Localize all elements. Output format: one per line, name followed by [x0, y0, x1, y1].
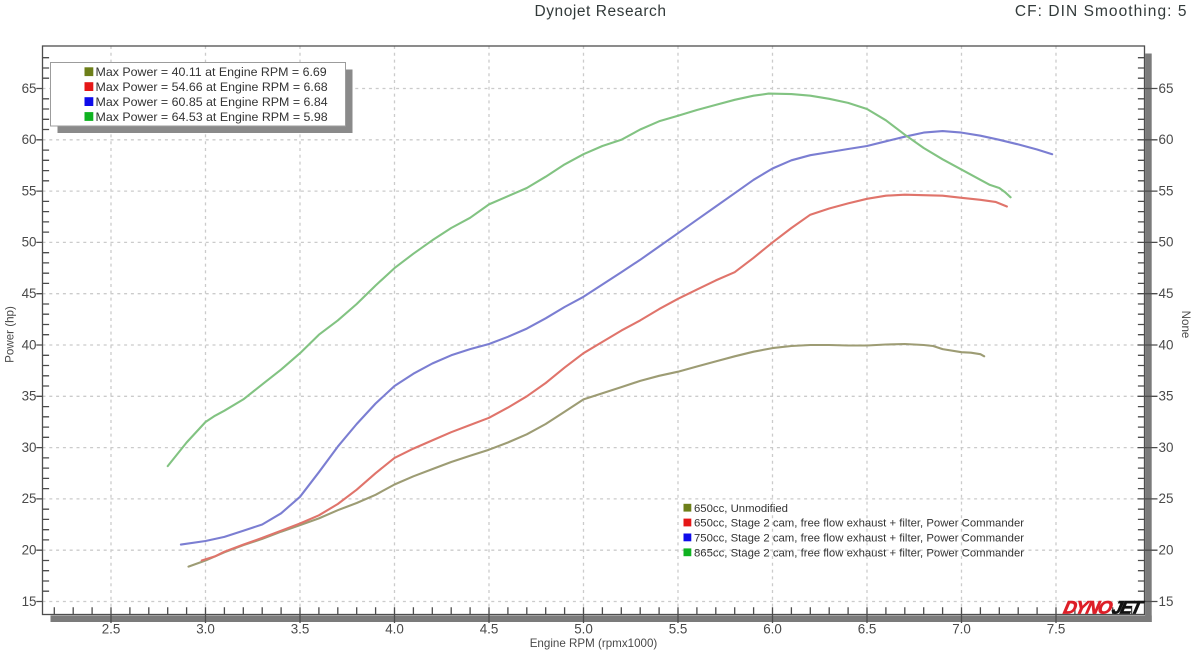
svg-text:50: 50 [1159, 235, 1174, 250]
svg-text:55: 55 [22, 183, 37, 198]
svg-text:6.5: 6.5 [858, 622, 877, 637]
svg-text:30: 30 [22, 440, 37, 455]
svg-text:4.5: 4.5 [480, 622, 499, 637]
svg-text:CF: DIN Smoothing: 5: CF: DIN Smoothing: 5 [1015, 3, 1188, 20]
svg-text:35: 35 [1159, 389, 1174, 404]
svg-text:15: 15 [22, 594, 37, 609]
svg-text:20: 20 [1159, 543, 1174, 558]
svg-text:40: 40 [22, 337, 37, 352]
svg-text:60: 60 [1159, 132, 1174, 147]
svg-text:Max Power = 64.53 at Engine RP: Max Power = 64.53 at Engine RPM = 5.98 [96, 110, 328, 124]
svg-text:7.0: 7.0 [952, 622, 971, 637]
svg-text:None: None [1179, 311, 1192, 339]
svg-text:Engine RPM (rpmx1000): Engine RPM (rpmx1000) [530, 637, 658, 650]
svg-text:20: 20 [22, 543, 37, 558]
svg-text:3.5: 3.5 [291, 622, 310, 637]
svg-text:65: 65 [1159, 81, 1174, 96]
svg-text:60: 60 [22, 132, 37, 147]
svg-text:750cc, Stage 2 cam, free flow: 750cc, Stage 2 cam, free flow exhaust + … [694, 533, 1024, 545]
svg-text:Max Power = 40.11 at Engine RP: Max Power = 40.11 at Engine RPM = 6.69 [96, 65, 327, 79]
svg-text:JET: JET [1110, 597, 1146, 618]
svg-text:Max Power = 54.66 at Engine RP: Max Power = 54.66 at Engine RPM = 6.68 [96, 80, 328, 94]
svg-text:5.0: 5.0 [574, 622, 593, 637]
svg-text:2.5: 2.5 [102, 622, 121, 637]
svg-text:Max Power = 60.85 at Engine RP: Max Power = 60.85 at Engine RPM = 6.84 [96, 95, 328, 109]
svg-text:6.0: 6.0 [763, 622, 782, 637]
svg-text:5.5: 5.5 [669, 622, 688, 637]
svg-text:55: 55 [1159, 183, 1174, 198]
svg-text:15: 15 [1159, 594, 1174, 609]
svg-text:25: 25 [22, 491, 37, 506]
svg-text:30: 30 [1159, 440, 1174, 455]
svg-text:25: 25 [1159, 491, 1174, 506]
svg-text:Power (hp): Power (hp) [4, 306, 17, 363]
svg-text:4.0: 4.0 [385, 622, 404, 637]
svg-text:3.0: 3.0 [196, 622, 215, 637]
svg-text:65: 65 [22, 81, 37, 96]
svg-text:DYNO: DYNO [1062, 597, 1115, 618]
svg-text:45: 45 [1159, 286, 1174, 301]
svg-text:50: 50 [22, 235, 37, 250]
svg-text:45: 45 [22, 286, 37, 301]
svg-text:7.5: 7.5 [1047, 622, 1066, 637]
svg-text:35: 35 [22, 389, 37, 404]
svg-text:865cc, Stage 2 cam, free flow: 865cc, Stage 2 cam, free flow exhaust + … [694, 547, 1024, 559]
svg-text:650cc, Stage 2 cam, free flow: 650cc, Stage 2 cam, free flow exhaust + … [694, 518, 1024, 530]
svg-text:40: 40 [1159, 337, 1174, 352]
svg-text:650cc, Unmodified: 650cc, Unmodified [694, 503, 788, 515]
svg-text:Dynojet Research: Dynojet Research [535, 3, 667, 20]
